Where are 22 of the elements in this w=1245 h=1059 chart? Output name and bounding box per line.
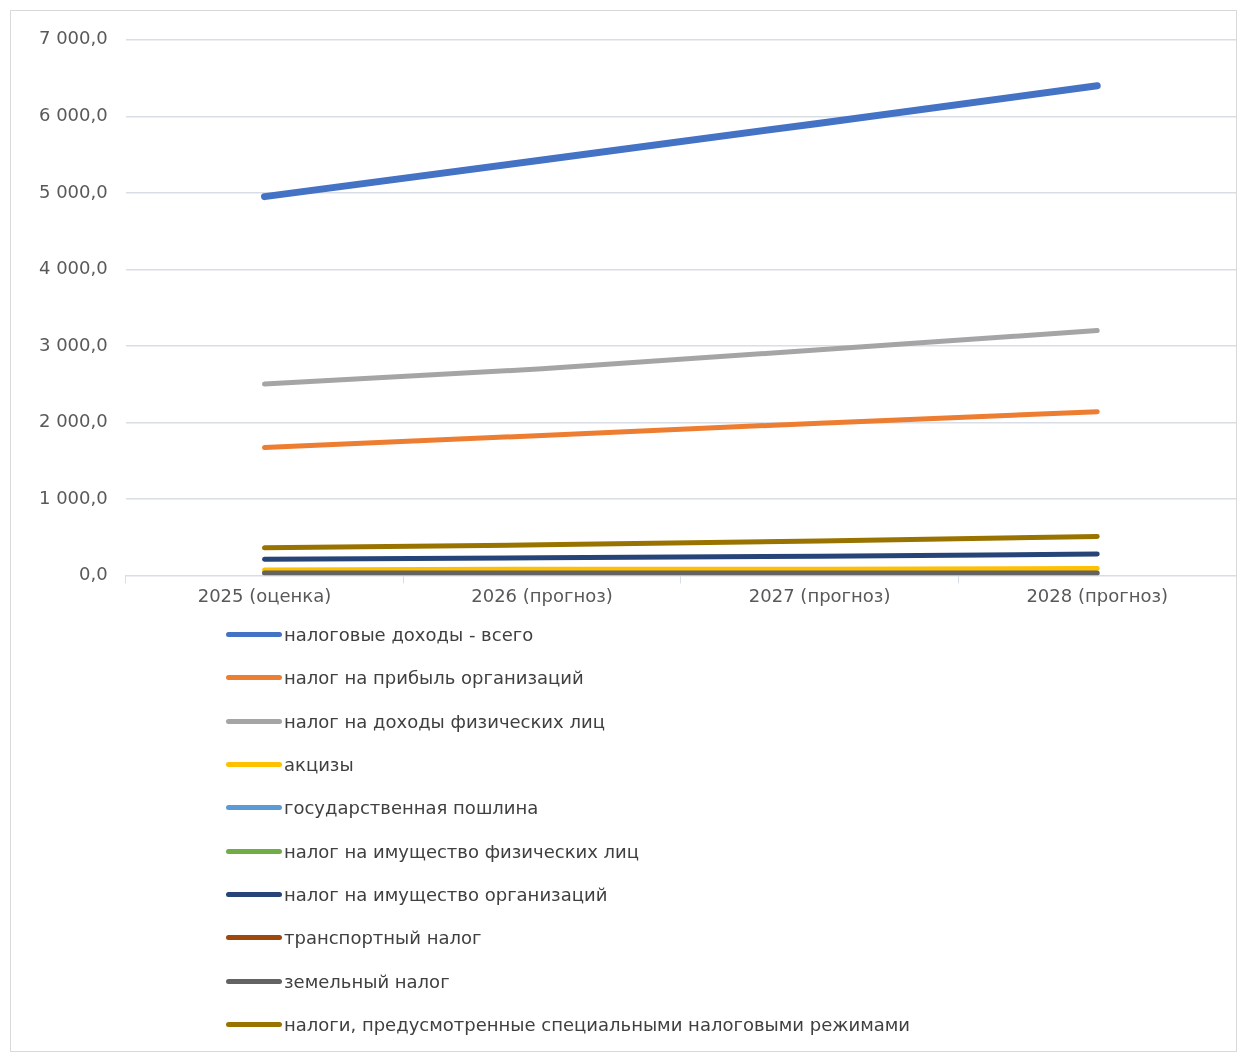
y-tick-label: 4 000,0 xyxy=(38,257,108,279)
y-tick-label: 0,0 xyxy=(79,563,108,585)
y-tick-label: 1 000,0 xyxy=(38,486,108,508)
legend-label: налог на имущество физических лиц xyxy=(284,840,640,862)
legend-label: акцизы xyxy=(284,754,354,776)
legend-label: транспортный налог xyxy=(284,927,482,949)
x-tick-label: 2026 (прогноз) xyxy=(471,584,613,606)
legend-label: налог на прибыль организаций xyxy=(284,667,584,689)
legend-label: налоговые доходы - всего xyxy=(284,624,534,646)
legend-label: земельный налог xyxy=(284,970,450,992)
y-tick-label: 2 000,0 xyxy=(38,410,108,432)
legend-label: государственная пошлина xyxy=(284,797,539,819)
x-tick-label: 2027 (прогноз) xyxy=(748,584,891,606)
legend-label: налоги, предусмотренные специальными налоговыми режимами xyxy=(284,1013,911,1035)
x-tick-label: 2025 (оценка) xyxy=(197,584,332,606)
y-tick-label: 6 000,0 xyxy=(38,103,108,125)
y-tick-label: 7 000,0 xyxy=(38,27,108,49)
y-tick-label: 3 000,0 xyxy=(38,333,108,355)
y-tick-label: 5 000,0 xyxy=(38,180,108,202)
x-tick-label: 2028 (прогноз) xyxy=(1026,584,1169,606)
legend-label: налог на доходы физических лиц xyxy=(284,710,605,732)
legend-label: налог на имущество организаций xyxy=(284,883,608,905)
